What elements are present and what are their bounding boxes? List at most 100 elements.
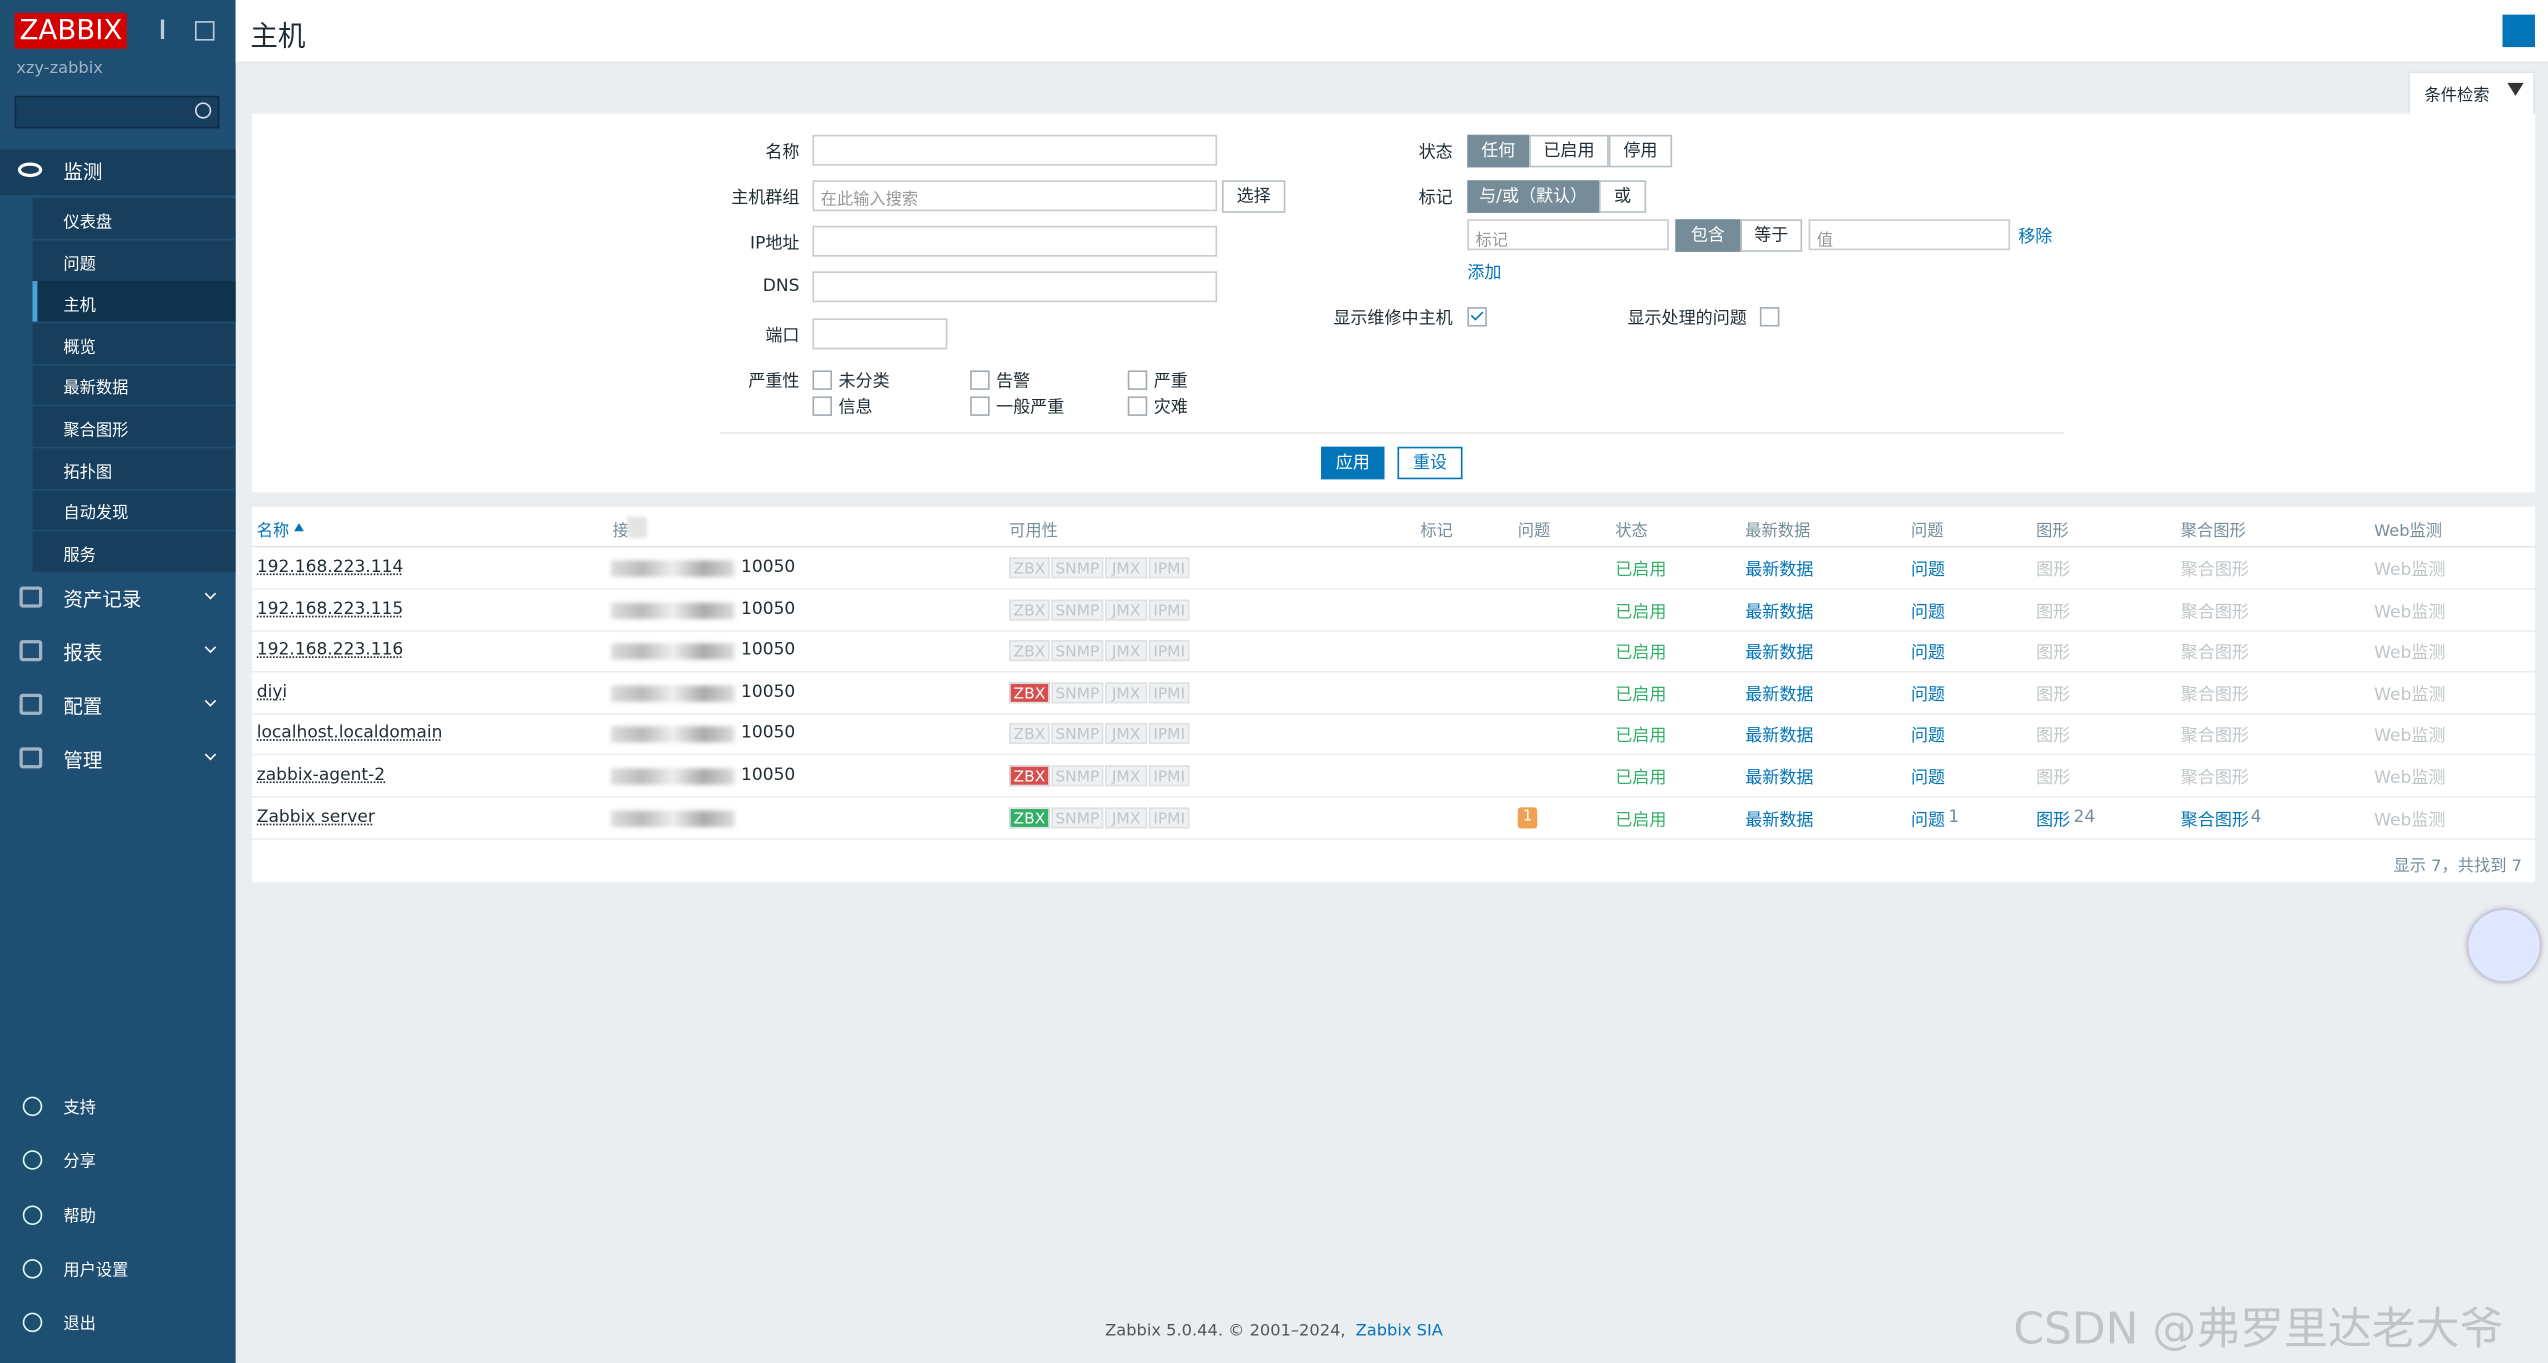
problems-link[interactable]: 问题 (1911, 810, 1946, 830)
checkbox[interactable] (970, 396, 990, 416)
footer-link[interactable]: Zabbix SIA (1355, 1322, 1443, 1341)
floating-assistant[interactable] (2468, 909, 2540, 982)
latest-data-link[interactable]: 最新数据 (1745, 560, 1814, 580)
checkbox[interactable] (812, 370, 832, 390)
menu-section[interactable]: 报表 (63, 641, 103, 665)
graphs-link[interactable]: 图形 (2036, 810, 2071, 830)
tag-operator[interactable]: 与/或（默认） (1467, 180, 1599, 213)
submenu-item[interactable]: 自动发现 (63, 505, 129, 524)
screens-link[interactable]: 聚合图形 (2180, 768, 2249, 788)
problems-link[interactable]: 问题 (1911, 726, 1946, 747)
problem-badge[interactable]: 1 (1517, 806, 1538, 828)
filter-tab-label[interactable]: 条件检索 (2424, 87, 2490, 106)
filter-tab[interactable]: 条件检索 (2408, 71, 2535, 116)
web-link[interactable]: Web监测 (2374, 726, 2446, 747)
menu-section[interactable]: 监测 (63, 160, 103, 184)
checkbox[interactable] (1127, 370, 1148, 390)
graphs-link[interactable]: 图形 (2036, 726, 2071, 747)
tag-input[interactable] (1467, 219, 1669, 251)
latest-data-link[interactable]: 最新数据 (1745, 685, 1814, 705)
screens-link[interactable]: 聚合图形 (2180, 602, 2249, 622)
status[interactable]: 已启用 (1615, 602, 1667, 622)
graphs-link[interactable]: 图形 (2036, 768, 2071, 788)
text-input[interactable] (812, 271, 1218, 303)
submenu-item[interactable]: 问题 (63, 256, 96, 274)
bottom-item[interactable]: 支持 (63, 1099, 96, 1118)
reset-button[interactable]: 重设 (1397, 446, 1463, 480)
latest-data-link[interactable]: 最新数据 (1745, 726, 1814, 747)
graphs-link[interactable]: 图形 (2036, 643, 2071, 664)
submenu-item[interactable]: 服务 (63, 547, 96, 566)
host-name[interactable]: localhost.localdomain (256, 723, 443, 744)
host-name[interactable]: 192.168.223.116 (256, 640, 404, 660)
status[interactable]: 已启用 (1615, 643, 1667, 664)
search-icon[interactable] (195, 102, 212, 119)
latest-data-link[interactable]: 最新数据 (1745, 810, 1814, 830)
bottom-item[interactable]: 帮助 (63, 1208, 96, 1226)
text-input[interactable] (812, 318, 948, 350)
web-link[interactable]: Web监测 (2374, 602, 2446, 622)
bottom-item[interactable]: 退出 (63, 1316, 96, 1335)
graphs-link[interactable]: 图形 (2036, 560, 2071, 580)
tag-match[interactable]: 包含 (1675, 219, 1741, 252)
status[interactable]: 已启用 (1615, 560, 1667, 580)
submenu-item[interactable]: 仪表盘 (63, 214, 113, 233)
apply-button[interactable]: 应用 (1321, 446, 1385, 480)
text-input[interactable] (812, 134, 1218, 166)
latest-data-link[interactable]: 最新数据 (1745, 768, 1814, 788)
select-button[interactable]: 选择 (1222, 180, 1286, 213)
host-name[interactable]: zabbix-agent-2 (256, 765, 386, 785)
web-link[interactable]: Web监测 (2374, 643, 2446, 664)
submenu-item[interactable]: 拓扑图 (63, 463, 113, 482)
problems-link[interactable]: 问题 (1911, 602, 1946, 622)
checkbox-checked[interactable] (1467, 307, 1487, 327)
status[interactable]: 已启用 (1615, 768, 1667, 788)
screens-link[interactable]: 聚合图形 (2180, 810, 2249, 830)
checkbox[interactable] (1127, 396, 1148, 416)
host-name[interactable]: Zabbix server (256, 806, 375, 827)
screens-link[interactable]: 聚合图形 (2180, 643, 2249, 664)
search-box[interactable] (14, 95, 220, 129)
collapse-icon[interactable] (160, 19, 187, 39)
latest-data-link[interactable]: 最新数据 (1745, 643, 1814, 664)
status-option[interactable]: 已启用 (1529, 134, 1609, 168)
screens-link[interactable]: 聚合图形 (2180, 685, 2249, 705)
status-option[interactable]: 停用 (1608, 134, 1673, 168)
problems-link[interactable]: 问题 (1911, 643, 1946, 664)
web-link[interactable]: Web监测 (2374, 560, 2446, 580)
text-input[interactable] (812, 225, 1218, 257)
value-input[interactable] (1808, 219, 2011, 251)
graphs-link[interactable]: 图形 (2036, 685, 2071, 705)
screens-link[interactable]: 聚合图形 (2180, 560, 2249, 580)
kiosk-icon[interactable] (195, 21, 215, 41)
host-name[interactable]: 192.168.223.114 (256, 557, 404, 577)
text-input[interactable] (812, 180, 1218, 212)
problems-link[interactable]: 问题 (1911, 768, 1946, 788)
menu-section[interactable]: 配置 (63, 695, 103, 719)
web-link[interactable]: Web监测 (2374, 685, 2446, 705)
problems-link[interactable]: 问题 (1911, 560, 1946, 580)
bottom-item[interactable]: 用户设置 (63, 1262, 129, 1281)
latest-data-link[interactable]: 最新数据 (1745, 602, 1814, 622)
fullscreen-button[interactable] (2502, 14, 2535, 48)
host-name[interactable]: 192.168.223.115 (256, 598, 404, 619)
column-header[interactable]: 名称 (256, 523, 290, 541)
web-link[interactable]: Web监测 (2374, 810, 2446, 830)
remove-link[interactable]: 移除 (2018, 227, 2053, 247)
add-link[interactable]: 添加 (1467, 263, 1502, 283)
screens-link[interactable]: 聚合图形 (2180, 726, 2249, 747)
checkbox[interactable] (970, 370, 990, 390)
problems-link[interactable]: 问题 (1911, 685, 1946, 705)
submenu-item[interactable]: 概览 (63, 339, 96, 358)
submenu-item[interactable]: 主机 (63, 297, 96, 316)
tag-operator[interactable]: 或 (1599, 180, 1647, 213)
status-option[interactable]: 任何 (1467, 134, 1530, 168)
graphs-link[interactable]: 图形 (2036, 602, 2071, 622)
bottom-item[interactable]: 分享 (63, 1153, 96, 1172)
tag-match[interactable]: 等于 (1740, 219, 1803, 252)
menu-section[interactable]: 资产记录 (63, 588, 142, 611)
submenu-item[interactable]: 最新数据 (63, 380, 129, 399)
checkbox[interactable] (812, 396, 832, 416)
host-name[interactable]: diyi (256, 682, 288, 702)
status[interactable]: 已启用 (1615, 810, 1667, 830)
